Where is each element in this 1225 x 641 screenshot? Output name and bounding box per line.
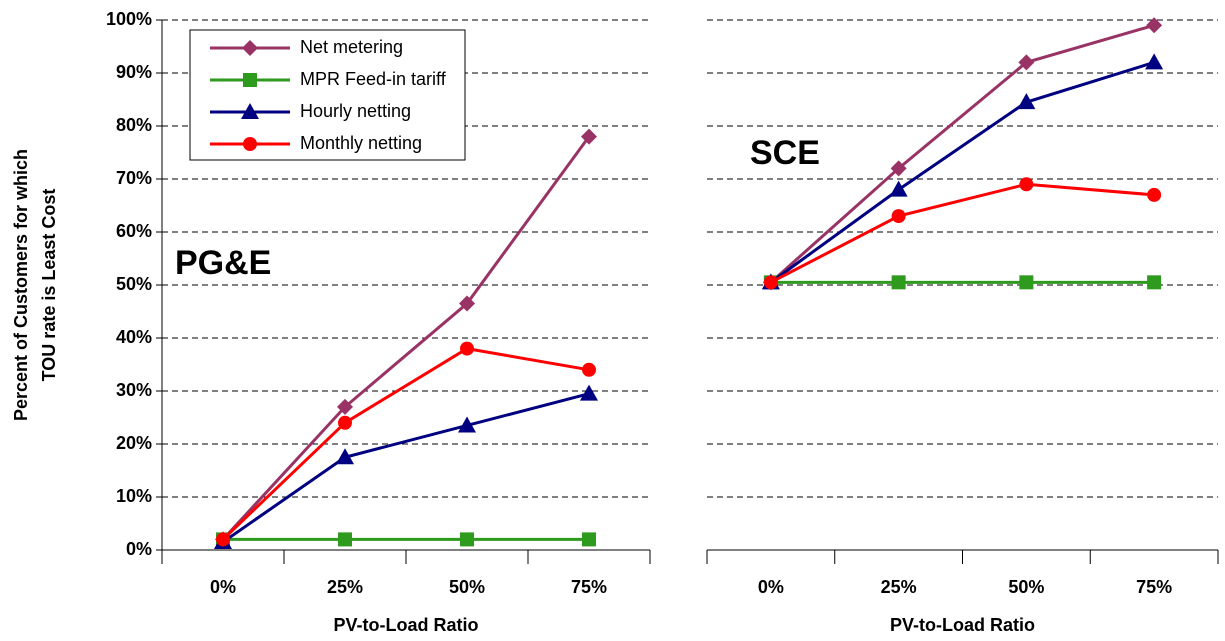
marker: [1019, 275, 1034, 290]
marker: [582, 362, 596, 377]
y-axis-label: Percent of Customers for which: [11, 149, 31, 421]
marker: [216, 532, 230, 547]
legend-label: MPR Feed-in tariff: [300, 69, 447, 89]
marker: [460, 532, 474, 547]
legend-marker: [241, 103, 259, 119]
x-tick-label: 25%: [881, 577, 917, 597]
x-tick-label: 75%: [571, 577, 607, 597]
marker: [460, 341, 474, 356]
marker: [1017, 93, 1036, 110]
y-tick-label: 10%: [116, 486, 152, 506]
x-axis-label: PV-to-Load Ratio: [890, 615, 1035, 635]
x-tick-label: 50%: [449, 577, 485, 597]
marker: [1019, 177, 1034, 192]
marker: [581, 128, 597, 145]
series-line: [770, 182, 1155, 284]
marker: [458, 416, 476, 433]
y-axis-label: TOU rate is Least Cost: [39, 189, 59, 382]
marker: [1147, 187, 1162, 202]
series-line: [769, 60, 1155, 284]
marker: [890, 160, 907, 177]
marker: [1147, 275, 1162, 290]
y-tick-label: 100%: [106, 9, 152, 29]
marker: [336, 448, 354, 465]
y-tick-label: 0%: [126, 539, 152, 559]
legend-label: Monthly netting: [300, 133, 422, 153]
x-axis-label: PV-to-Load Ratio: [334, 615, 479, 635]
legend-label: Net metering: [300, 37, 403, 57]
marker: [889, 180, 908, 197]
y-tick-label: 60%: [116, 221, 152, 241]
marker: [337, 398, 353, 415]
marker: [1018, 54, 1035, 71]
series-line: [221, 347, 590, 541]
series-line: [769, 23, 1155, 284]
marker: [582, 532, 596, 547]
y-tick-label: 30%: [116, 380, 152, 400]
marker: [891, 209, 906, 224]
marker: [338, 532, 352, 547]
series-line: [222, 392, 590, 544]
marker: [338, 415, 352, 430]
x-tick-label: 0%: [758, 577, 784, 597]
y-tick-label: 50%: [116, 274, 152, 294]
legend: Net metering MPR Feed-in tariff Hourly net…: [189, 29, 466, 161]
annotation: SCE: [750, 134, 820, 172]
y-tick-label: 70%: [116, 168, 152, 188]
legend-marker: [242, 40, 258, 56]
x-tick-label: 25%: [327, 577, 363, 597]
annotation: PG&E: [175, 244, 271, 282]
marker: [763, 275, 778, 290]
y-tick-label: 20%: [116, 433, 152, 453]
legend-box: [189, 29, 466, 161]
legend-marker: [243, 137, 257, 151]
y-tick-label: 90%: [116, 62, 152, 82]
series-line: [221, 135, 591, 541]
marker: [459, 295, 475, 312]
y-tick-label: 40%: [116, 327, 152, 347]
marker: [580, 384, 598, 401]
marker: [1145, 53, 1164, 70]
marker: [891, 275, 906, 290]
x-tick-label: 0%: [210, 577, 236, 597]
legend-label: Hourly netting: [300, 101, 411, 121]
y-tick-label: 80%: [116, 115, 152, 135]
x-tick-label: 75%: [1136, 577, 1172, 597]
x-tick-label: 50%: [1008, 577, 1044, 597]
marker: [1146, 17, 1163, 34]
legend-marker: [243, 73, 257, 87]
